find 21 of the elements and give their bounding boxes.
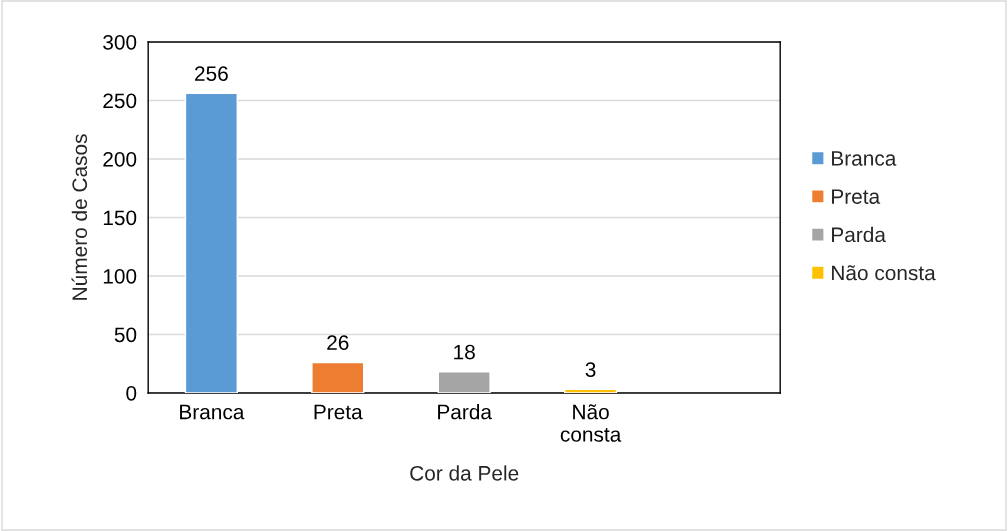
x-axis-title: Cor da Pele: [410, 465, 519, 481]
x-tick-label: Não consta: [560, 404, 622, 442]
legend-label: Preta: [832, 189, 881, 204]
y-tick-label: 100: [103, 268, 137, 284]
legend-label: Parda: [832, 226, 886, 243]
y-tick-label: 150: [103, 210, 137, 226]
y-tick-label: 50: [114, 327, 137, 343]
y-tick-label: 0: [126, 385, 137, 401]
x-tick-label: Preta: [314, 404, 363, 420]
y-tick-label: 200: [103, 151, 137, 167]
legend-label: Não consta: [832, 265, 936, 281]
x-tick-label: Parda: [438, 404, 492, 420]
legend-label: Branca: [832, 151, 897, 166]
data-label: 26: [327, 335, 349, 351]
data-label: 3: [585, 362, 596, 377]
data-label: 256: [195, 66, 228, 81]
y-tick-label: 250: [103, 93, 137, 109]
data-label: 18: [454, 344, 475, 360]
y-tick-label: 300: [103, 34, 137, 50]
x-tick-label: Branca: [180, 404, 245, 420]
y-axis-title: Número de Casos: [71, 134, 88, 300]
